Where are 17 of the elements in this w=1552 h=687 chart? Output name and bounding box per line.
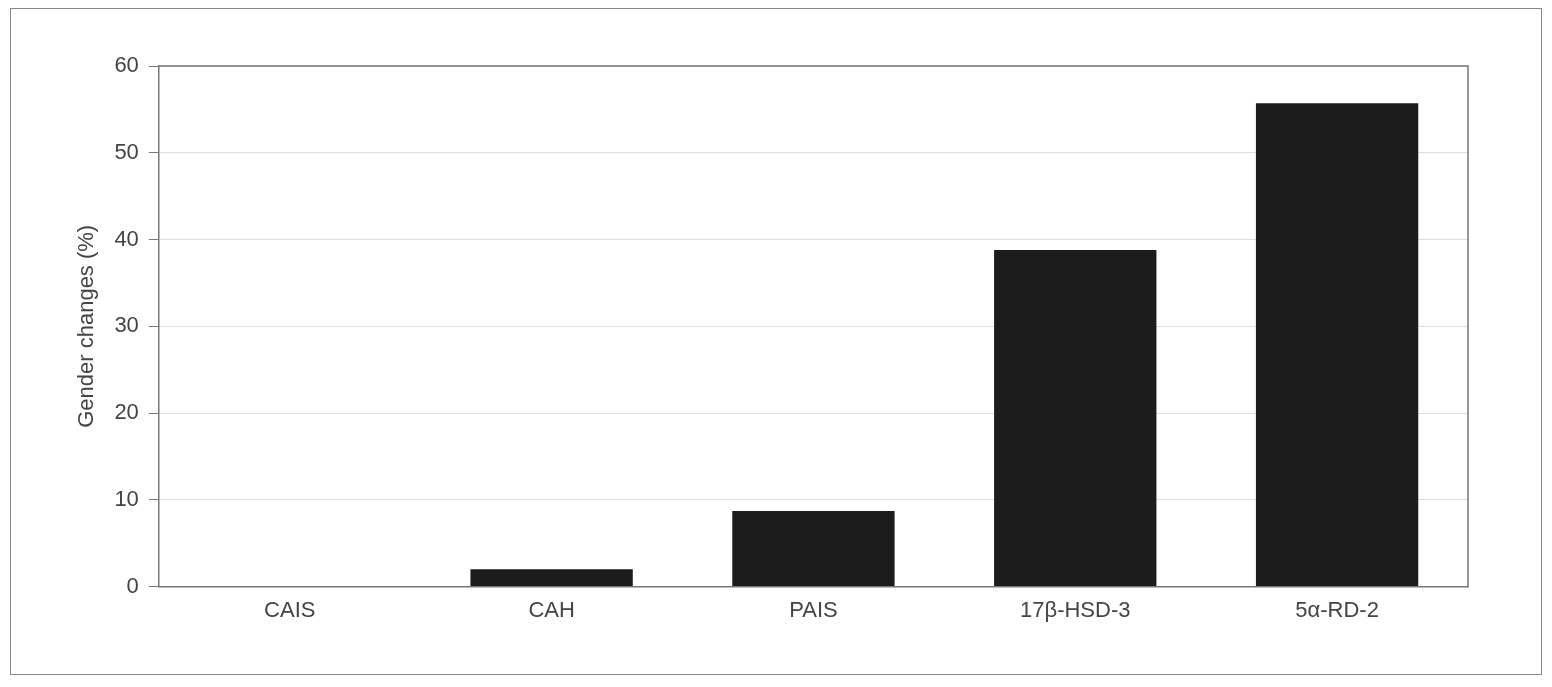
y-tick-label: 20 bbox=[114, 399, 139, 425]
x-tick-label: CAIS bbox=[264, 596, 316, 622]
bar bbox=[470, 569, 633, 587]
y-tick-label: 0 bbox=[126, 572, 139, 598]
y-axis-title: Gender changes (%) bbox=[73, 224, 99, 428]
y-tick-label: 10 bbox=[114, 485, 139, 511]
x-tick-label: 17β-HSD-3 bbox=[1020, 596, 1131, 622]
x-tick-label: PAIS bbox=[789, 596, 838, 622]
y-tick-label: 50 bbox=[114, 138, 139, 164]
bar bbox=[1255, 103, 1419, 587]
bar bbox=[732, 511, 895, 587]
x-tick-label: CAH bbox=[528, 596, 575, 622]
y-tick-label: 40 bbox=[114, 225, 139, 251]
y-tick-label: 30 bbox=[114, 312, 139, 338]
y-tick-label: 60 bbox=[114, 52, 139, 78]
x-tick-label: 5α-RD-2 bbox=[1295, 596, 1379, 622]
bar bbox=[994, 249, 1157, 587]
